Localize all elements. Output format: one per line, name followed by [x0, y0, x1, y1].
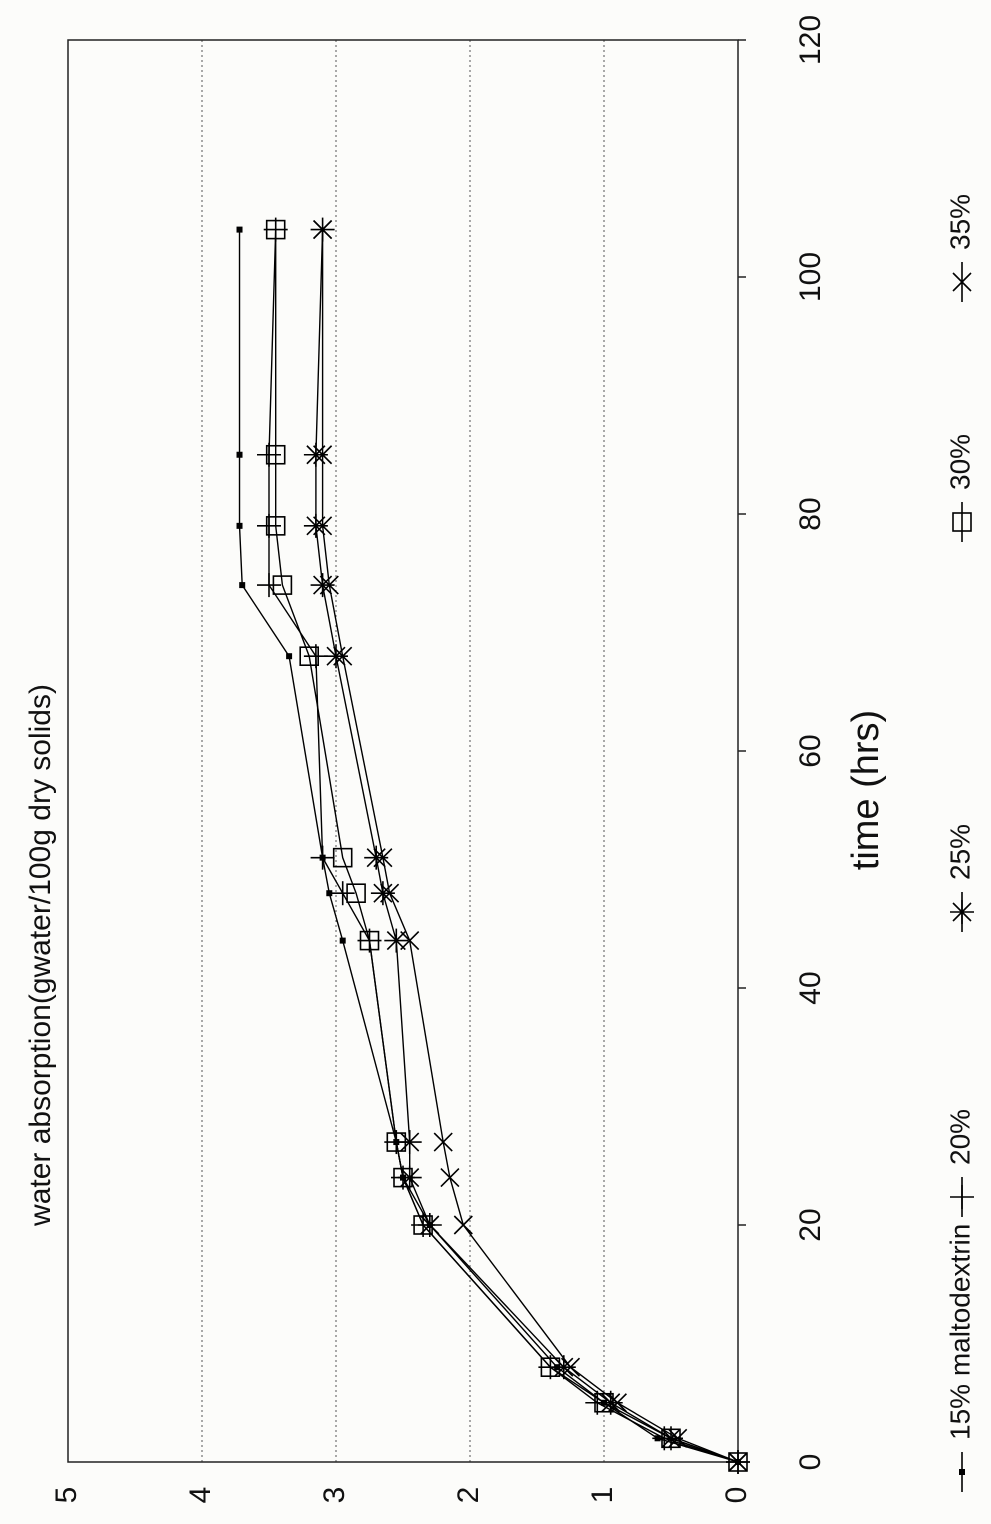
x-tick-label: 20 — [794, 1208, 827, 1241]
x-tick-label: 60 — [794, 734, 827, 767]
marker-shape — [237, 227, 243, 233]
y-tick-label: 2 — [452, 1487, 485, 1504]
marker — [239, 582, 245, 588]
y-tick-label: 0 — [720, 1487, 753, 1504]
legend-label: 30% — [944, 434, 975, 490]
marker — [371, 881, 395, 905]
marker — [340, 938, 346, 944]
marker — [237, 227, 243, 233]
marker-shape — [237, 452, 243, 458]
marker — [237, 452, 243, 458]
marker — [304, 514, 328, 538]
legend-label: 25% — [944, 824, 975, 880]
x-tick-label: 100 — [794, 252, 827, 302]
marker-shape — [286, 653, 292, 659]
x-tick-label: 40 — [794, 971, 827, 1004]
x-axis-title: time (hrs) — [845, 710, 887, 870]
legend-label: 20% — [944, 1109, 975, 1165]
y-tick-label: 1 — [586, 1487, 619, 1504]
chart: water absorption(gwater/100g dry solids)… — [0, 0, 991, 1524]
marker-shape — [340, 938, 346, 944]
marker-shape — [237, 523, 243, 529]
marker — [237, 523, 243, 529]
x-tick-label: 120 — [794, 15, 827, 65]
legend-label: 35% — [944, 194, 975, 250]
chart-title: water absorption(gwater/100g dry solids) — [24, 684, 57, 1227]
legend-label: 15% maltodextrin — [944, 1224, 975, 1440]
x-tick-label: 80 — [794, 497, 827, 530]
y-tick-label: 3 — [318, 1487, 351, 1504]
y-tick-label: 4 — [184, 1487, 217, 1504]
marker-shape — [239, 582, 245, 588]
marker — [286, 653, 292, 659]
marker — [950, 900, 974, 924]
marker — [304, 443, 328, 467]
marker — [959, 1469, 965, 1475]
x-tick-label: 0 — [794, 1454, 827, 1471]
marker — [384, 929, 408, 953]
y-tick-label: 5 — [50, 1487, 83, 1504]
marker-shape — [959, 1469, 965, 1475]
